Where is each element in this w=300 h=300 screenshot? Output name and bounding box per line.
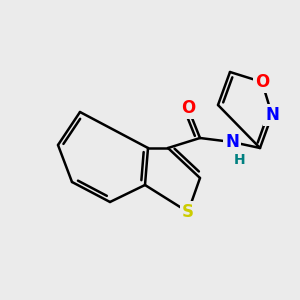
Text: H: H bbox=[234, 153, 246, 167]
Text: O: O bbox=[255, 73, 269, 91]
Text: N: N bbox=[225, 133, 239, 151]
Text: S: S bbox=[182, 203, 194, 221]
Text: O: O bbox=[181, 99, 195, 117]
Text: N: N bbox=[265, 106, 279, 124]
